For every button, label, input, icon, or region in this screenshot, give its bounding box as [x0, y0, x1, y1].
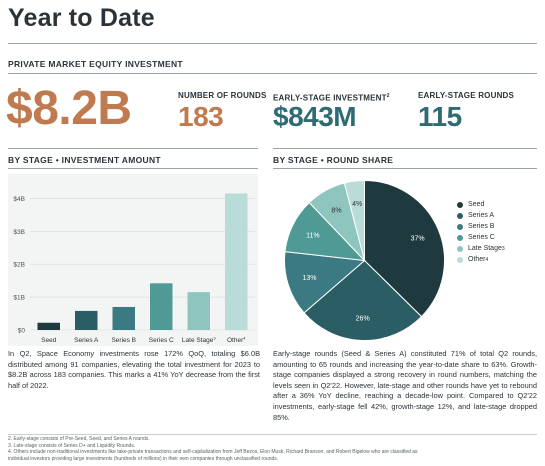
- bar: [75, 310, 98, 330]
- legend-swatch: [457, 201, 463, 208]
- pie-slice: [364, 179, 445, 318]
- divider: [8, 43, 537, 44]
- footnote-marker: 4: [485, 256, 489, 263]
- legend-item: Series C: [457, 232, 505, 243]
- x-tick-label: Series A: [74, 337, 99, 344]
- slice-label: 13%: [302, 275, 316, 282]
- left-panel-description: In Q2, Space Economy investments rose 17…: [8, 349, 260, 390]
- x-tick-label: Other4: [227, 336, 246, 345]
- bar: [187, 292, 210, 330]
- y-tick-label: $4B: [13, 196, 25, 203]
- right-panel-description: Early-stage rounds (Seed & Series A) con…: [273, 349, 537, 422]
- divider: [273, 148, 537, 149]
- early-rounds-label: EARLY-STAGE ROUNDS: [418, 91, 515, 100]
- legend-label: Other: [468, 256, 486, 263]
- y-tick-label: $1B: [13, 295, 25, 302]
- rounds-value: 183: [178, 101, 224, 132]
- footnote: 3. Late-stage consists of Series D+ and …: [8, 442, 136, 449]
- legend-label: Series A: [468, 212, 495, 219]
- legend-swatch: [457, 256, 463, 263]
- left-panel-header: BY STAGE • INVESTMENT AMOUNT: [8, 155, 161, 165]
- y-tick-label: $0: [18, 328, 26, 335]
- slice-label: 37%: [411, 236, 425, 243]
- total-investment-value: $8.2B: [6, 82, 132, 135]
- legend-swatch: [457, 234, 463, 241]
- x-tick-label: Seed: [41, 337, 57, 344]
- legend-label: Series B: [468, 223, 495, 230]
- early-investment-label: EARLY-STAGE INVESTMENT2: [273, 93, 390, 103]
- divider: [8, 148, 258, 149]
- legend-item: Series B: [457, 221, 505, 232]
- footnote-marker: 4: [243, 336, 246, 341]
- divider: [273, 168, 537, 169]
- bar: [112, 306, 135, 330]
- x-tick-label: Late Stage3: [182, 336, 216, 345]
- legend-label: Seed: [468, 201, 485, 208]
- legend-item: Series A: [457, 210, 505, 221]
- legend-label: Series C: [468, 234, 495, 241]
- pie-slice: [343, 179, 365, 261]
- legend-swatch: [457, 223, 463, 230]
- divider: [8, 434, 537, 435]
- legend-item: Other 4: [457, 254, 505, 265]
- section-header: PRIVATE MARKET EQUITY INVESTMENT: [8, 59, 183, 69]
- divider: [8, 168, 258, 169]
- footnote: 2. Early-stage consists of Pre-Seed, See…: [8, 436, 150, 442]
- pie-slice: [284, 251, 366, 314]
- early-rounds-value: 115: [418, 101, 462, 132]
- right-panel-header: BY STAGE • ROUND SHARE: [273, 155, 394, 165]
- divider: [8, 73, 537, 74]
- y-tick-label: $2B: [13, 262, 25, 269]
- bar: [150, 283, 173, 330]
- footnote: 4. Others include non-traditional invest…: [8, 449, 418, 456]
- rounds-label: NUMBER OF ROUNDS: [178, 91, 267, 100]
- early-investment-value: $843M: [273, 101, 357, 132]
- page-title: Year to Date: [8, 4, 155, 32]
- legend-swatch: [457, 245, 463, 252]
- y-tick-label: $3B: [13, 229, 25, 236]
- x-tick-label: Series C: [149, 337, 174, 344]
- bar: [225, 193, 248, 330]
- slice-label: 4%: [352, 201, 362, 208]
- slice-label: 26%: [356, 316, 370, 323]
- slice-label: 8%: [331, 208, 341, 215]
- footnote-marker: 3: [213, 336, 216, 341]
- x-tick-label: Series B: [111, 337, 136, 344]
- legend-label: Late Stage: [468, 245, 502, 252]
- legend-item: Late Stage 3: [457, 243, 505, 254]
- footnotes: 2. Early-stage consists of Pre-Seed, See…: [8, 436, 538, 462]
- footnote-marker: 3: [501, 245, 505, 252]
- footnote: individual investors providing large inv…: [8, 455, 279, 462]
- legend-item: Seed: [457, 199, 505, 210]
- investment-bar-chart: $0 $1B $2B $3B $4B Seed Series A Series B Series…: [8, 174, 258, 346]
- pie-slice: [303, 259, 423, 341]
- slice-label: 11%: [306, 232, 320, 239]
- round-share-pie-chart: 37% 26% 13% 11% 8% 4%: [284, 179, 445, 341]
- bar: [37, 322, 60, 330]
- pie-legend: Seed Series A Series B Series C Late Stage 3 O…: [457, 199, 505, 265]
- legend-swatch: [457, 212, 463, 219]
